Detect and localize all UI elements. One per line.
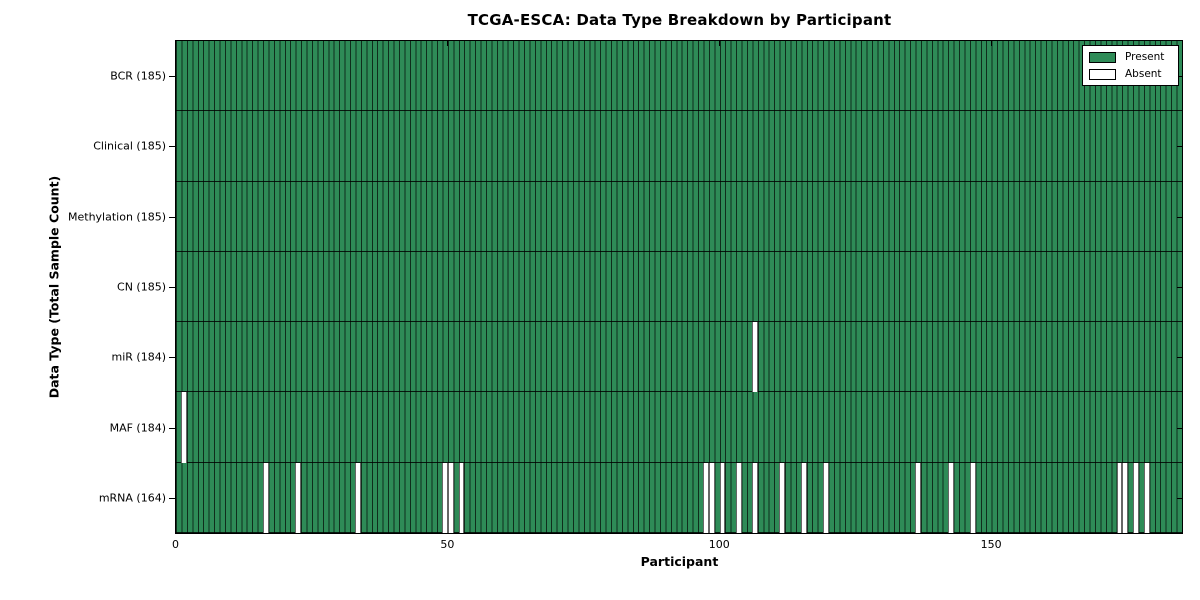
absent-cell-mRNA-52 (458, 462, 465, 533)
absent-cell-mRNA-33 (355, 462, 362, 533)
legend-label-absent: Absent (1125, 68, 1162, 80)
absent-cell-mRNA-103 (735, 462, 742, 533)
ytick-label-Clinical: Clinical (185) (93, 139, 166, 153)
xtick-label-0: 0 (172, 538, 179, 551)
absent-cell-mRNA-174 (1121, 462, 1128, 533)
ytick-mark-right-miR (1177, 357, 1182, 359)
row-mRNA (176, 463, 1182, 533)
x-axis-label: Participant (640, 554, 719, 569)
legend-swatch-absent (1089, 68, 1116, 80)
absent-cell-mRNA-100 (719, 462, 726, 533)
absent-cell-mRNA-22 (295, 462, 302, 533)
absent-cell-mRNA-111 (779, 462, 786, 533)
ytick-label-miR: miR (184) (111, 350, 167, 364)
legend-entry-absent: Absent (1089, 68, 1172, 80)
y-axis-label: Data Type (Total Sample Count) (46, 175, 62, 399)
chart-title: TCGA-ESCA: Data Type Breakdown by Partic… (467, 11, 892, 29)
ytick-mark-right-Clinical (1177, 146, 1182, 148)
absent-cell-mRNA-50 (447, 462, 454, 533)
xtick-mark-top-100 (719, 41, 721, 46)
ytick-mark-right-Methylation (1177, 216, 1182, 218)
xtick-mark-top-50 (447, 41, 449, 46)
ytick-mark-left-Methylation (169, 216, 175, 218)
row-miR (176, 322, 1182, 393)
plot-area (175, 40, 1183, 534)
ytick-mark-right-mRNA (1177, 497, 1182, 499)
ytick-label-MAF: MAF (184) (109, 421, 166, 435)
absent-cell-mRNA-119 (822, 462, 829, 533)
absent-cell-mRNA-106 (752, 462, 759, 533)
row-MAF (176, 392, 1182, 463)
ytick-mark-left-miR (169, 357, 175, 359)
legend-entry-present: Present (1089, 51, 1172, 63)
legend: Present Absent (1082, 45, 1179, 86)
xtick-mark-top-150 (991, 41, 993, 46)
row-Clinical (176, 111, 1182, 182)
ytick-mark-right-MAF (1177, 427, 1182, 429)
ytick-mark-left-BCR (169, 76, 175, 78)
absent-cell-mRNA-176 (1132, 462, 1139, 533)
legend-label-present: Present (1125, 51, 1165, 63)
row-Methylation (176, 182, 1182, 252)
ytick-mark-left-CN (169, 287, 175, 288)
xtick-label-50: 50 (440, 538, 455, 551)
absent-cell-mRNA-136 (915, 462, 922, 533)
absent-cell-mRNA-98 (708, 462, 715, 533)
absent-cell-MAF-1 (181, 392, 188, 463)
ytick-mark-right-CN (1177, 287, 1182, 288)
absent-cell-mRNA-49 (442, 462, 449, 533)
absent-cell-mRNA-173 (1116, 462, 1123, 533)
xtick-label-150: 150 (980, 538, 1002, 551)
ytick-label-Methylation: Methylation (185) (68, 210, 166, 224)
ytick-label-CN: CN (185) (117, 280, 166, 294)
ytick-mark-left-Clinical (169, 146, 175, 148)
ytick-label-mRNA: mRNA (164) (98, 491, 166, 505)
absent-cell-mRNA-142 (947, 462, 954, 533)
row-CN (176, 252, 1182, 323)
absent-cell-miR-106 (752, 322, 759, 393)
ytick-label-BCR: BCR (185) (110, 69, 166, 83)
absent-cell-mRNA-178 (1143, 462, 1150, 533)
absent-cell-mRNA-146 (969, 462, 976, 533)
absent-cell-mRNA-16 (262, 462, 269, 533)
ytick-mark-right-BCR (1177, 76, 1182, 78)
legend-swatch-present (1089, 51, 1116, 63)
ytick-mark-left-MAF (169, 427, 175, 429)
xtick-label-100: 100 (708, 538, 730, 551)
ytick-mark-left-mRNA (169, 497, 175, 499)
absent-cell-mRNA-115 (801, 462, 807, 533)
row-BCR (176, 41, 1182, 112)
absent-cell-mRNA-97 (703, 462, 710, 533)
